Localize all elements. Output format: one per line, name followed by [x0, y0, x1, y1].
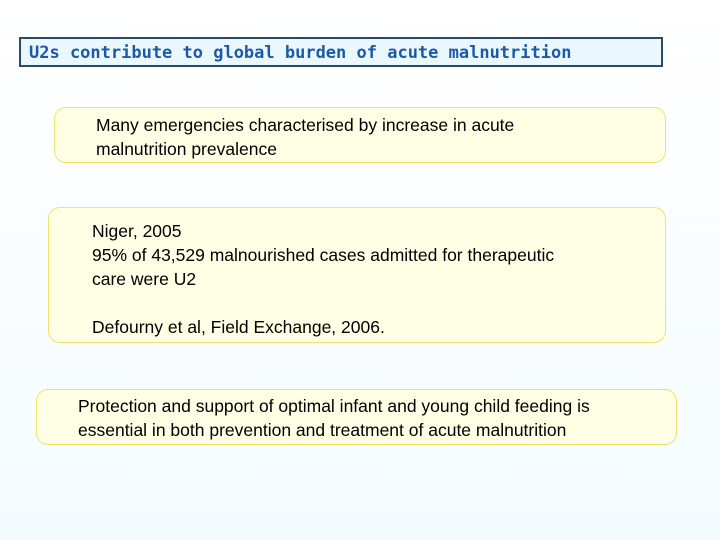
text-line: malnutrition prevalence — [96, 139, 277, 159]
box: Niger, 2005 95% of 43,529 malnourished c… — [48, 207, 666, 343]
text-line: care were U2 — [92, 269, 197, 289]
text-line: Protection and support of optimal infant… — [78, 396, 590, 416]
box: Protection and support of optimal infant… — [36, 389, 677, 445]
box: Many emergencies characterised by increa… — [54, 107, 666, 163]
text-line: 95% of 43,529 malnourished cases admitte… — [92, 245, 555, 265]
title: U2s contribute to global burden of acute… — [19, 37, 663, 67]
text-line: Many emergencies characterised by increa… — [96, 115, 515, 135]
text-line: Niger, 2005 — [92, 221, 182, 241]
text-line: essential in both prevention and treatme… — [78, 420, 567, 440]
citation: Defourny et al, Field Exchange, 2006. — [92, 317, 385, 337]
